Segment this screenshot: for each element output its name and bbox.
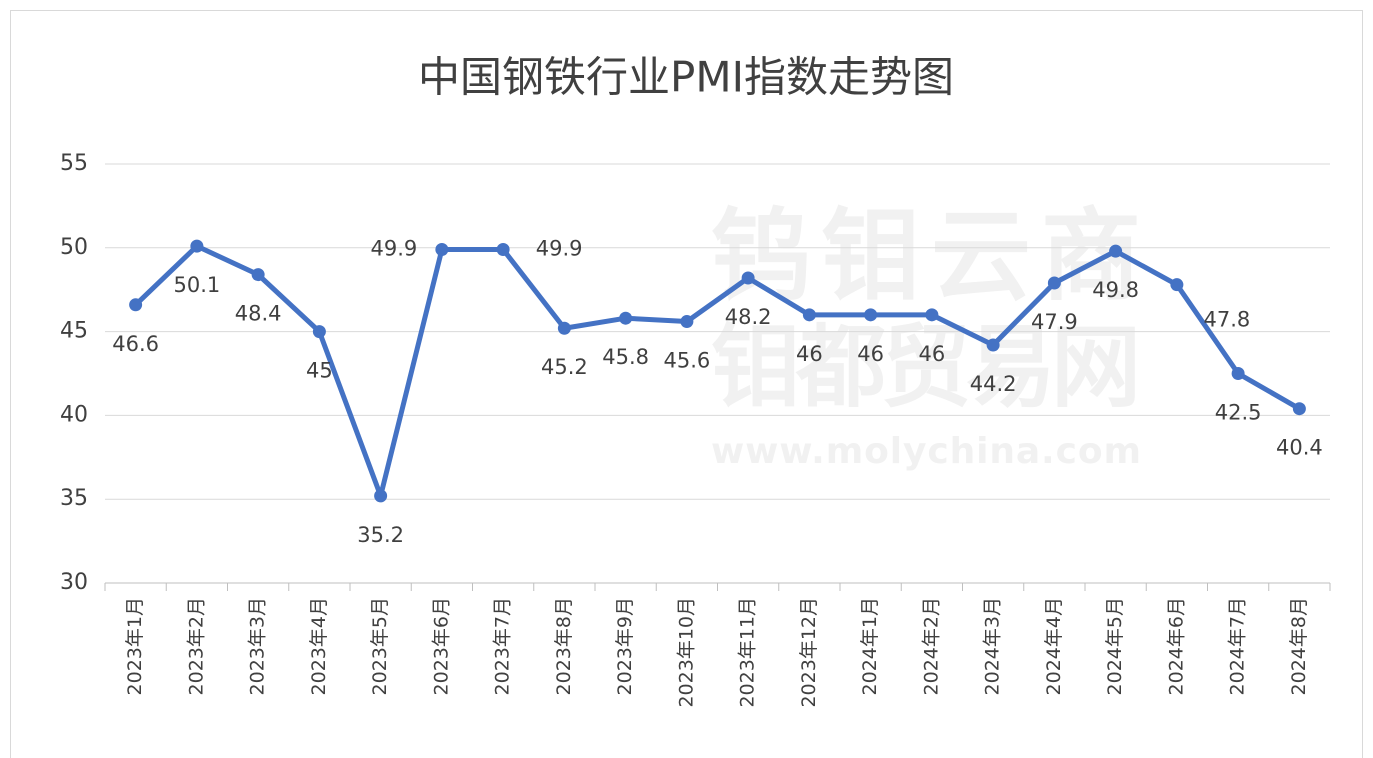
data-label: 42.5 [1215,401,1262,425]
x-tick-label: 2023年11月 [737,597,759,708]
watermark: 钼都贸易网 [711,315,1141,420]
marker [986,338,1000,352]
data-label: 45 [306,359,333,383]
y-tick-label: 35 [60,486,88,511]
data-label: 47.9 [1031,310,1078,334]
data-label: 48.2 [725,305,772,329]
marker [312,325,326,339]
x-tick-label: 2023年6月 [430,597,452,695]
data-label: 49.8 [1092,278,1139,302]
y-tick-label: 55 [60,151,88,176]
data-label: 47.8 [1203,308,1250,332]
marker [374,489,388,503]
data-label: 49.9 [536,236,583,260]
chart-title: 中国钢铁行业PMI指数走势图 [418,53,954,102]
marker [190,239,204,253]
x-tick-label: 2023年7月 [492,597,514,695]
marker [1292,402,1306,416]
marker [802,308,816,322]
x-tick-label: 2023年5月 [369,597,391,695]
marker [864,308,878,322]
data-label: 45.8 [602,345,649,369]
x-tick-label: 2023年8月 [553,597,575,695]
marker [1047,276,1061,290]
marker [741,271,755,285]
marker [496,242,510,256]
data-label: 50.1 [173,273,220,297]
x-tick-label: 2024年3月 [982,597,1004,695]
x-tick-label: 2024年4月 [1043,597,1065,695]
data-label: 45.6 [663,349,710,373]
marker [1170,278,1184,292]
y-tick-label: 40 [60,402,88,427]
line [133,243,1301,499]
data-label: 48.4 [235,302,282,326]
x-tick-label: 2023年10月 [675,597,697,708]
data-label: 40.4 [1276,436,1323,460]
marker [680,315,694,329]
x-tick-label: 2023年12月 [798,597,820,708]
x-tick-label: 2024年1月 [859,597,881,695]
y-tick-label: 45 [60,319,88,344]
y-tick-label: 50 [60,235,88,260]
marker [557,321,571,335]
data-label: 46 [857,342,884,366]
marker [435,242,449,256]
x-tick-label: 2024年2月 [920,597,942,695]
x-tick-label: 2023年9月 [614,597,636,695]
data-label: 35.2 [357,523,404,547]
x-tick-label: 2024年8月 [1288,597,1310,695]
x-tick-label: 2024年5月 [1104,597,1126,695]
watermark: www.molychina.com [711,431,1141,472]
x-tick-label: 2023年1月 [124,597,146,695]
y-tick-label: 30 [60,570,88,595]
x-tick-label: 2024年6月 [1165,597,1187,695]
marker [1231,367,1245,380]
marker [619,311,633,325]
data-label: 46 [919,342,946,366]
data-label: 45.2 [541,355,588,379]
data-label: 44.2 [970,372,1017,396]
x-tick-label: 2023年3月 [247,597,269,695]
marker [129,298,143,312]
chart-frame [10,10,1363,758]
marker [251,268,265,282]
data-label: 46 [796,342,823,366]
x-tick-label: 2024年7月 [1227,597,1249,695]
marker [925,308,939,322]
x-tick-label: 2023年2月 [185,597,207,695]
data-label: 49.9 [370,236,417,260]
x-tick-label: 2023年4月 [308,597,330,695]
marker [1109,244,1123,258]
data-label: 46.6 [112,332,159,356]
